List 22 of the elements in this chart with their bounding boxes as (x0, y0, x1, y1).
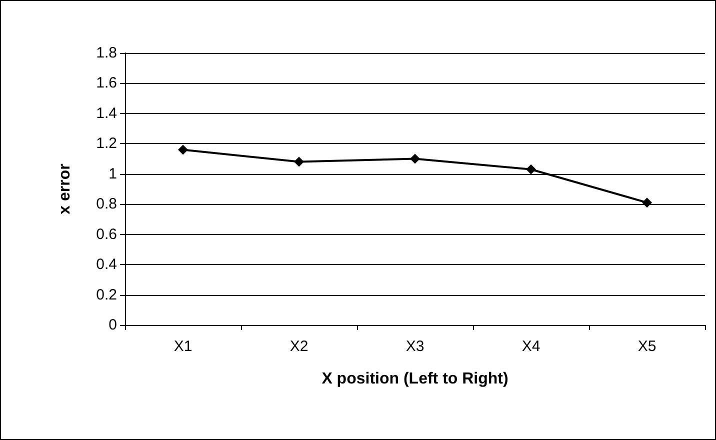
point (526, 164, 536, 174)
y-axis-title: x error (56, 164, 74, 214)
y-tick-label: 0.8 (96, 196, 117, 213)
point (294, 156, 304, 167)
y-tick-label: 0 (108, 316, 117, 334)
x-tick-label: X5 (638, 338, 656, 355)
y-tick-label: 1.2 (96, 135, 117, 152)
x-tick-label: X3 (406, 338, 424, 355)
x-axis-title: X position (Left to Right) (322, 370, 508, 388)
point (178, 144, 188, 155)
y-tick-label: 0.4 (96, 256, 117, 274)
x-tick-label: X2 (290, 338, 308, 355)
y-tick-label: 0.2 (96, 286, 117, 304)
point (410, 154, 420, 164)
x-tick-label: X4 (522, 338, 540, 355)
y-tick-label: 0.6 (96, 226, 117, 243)
y-tick-label: 1.4 (96, 104, 117, 122)
y-tick-label: 1 (108, 165, 117, 182)
x-tick-label: X1 (174, 338, 192, 355)
y-tick-label: 1.6 (96, 74, 117, 92)
y-tick-label: 1.8 (96, 44, 117, 62)
point (642, 198, 652, 208)
